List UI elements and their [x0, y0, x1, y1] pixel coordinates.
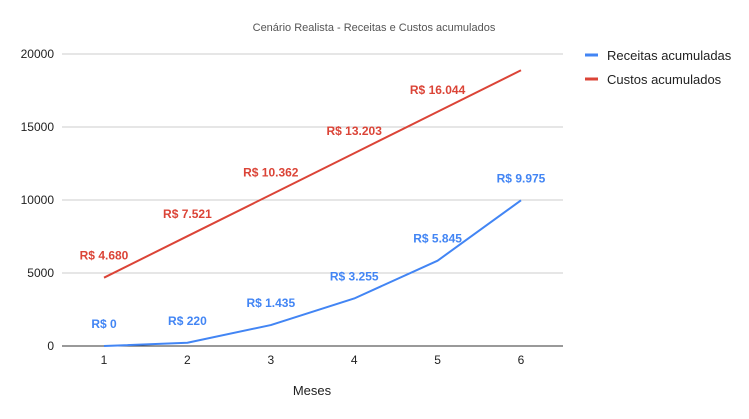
legend-item-2[interactable]: Custos acumulados: [585, 72, 722, 87]
x-tick-label: 2: [184, 353, 191, 367]
x-tick-label: 5: [434, 353, 441, 367]
data-label: R$ 220: [168, 314, 207, 328]
series-line-2[interactable]: [103, 69, 522, 279]
gridlines: [62, 53, 563, 347]
data-labels: R$ 0 R$ 220 R$ 1.435 R$ 3.255 R$ 5.845 R$ 9.9…: [80, 83, 546, 331]
data-label: R$ 16.044: [410, 83, 466, 97]
x-tick-label: 1: [101, 353, 108, 367]
data-label: R$ 0: [91, 317, 117, 331]
y-axis-ticks: 0 5000 10000 15000 20000: [21, 47, 55, 353]
legend-label: Receitas acumuladas: [607, 48, 732, 63]
data-label: R$ 7.521: [163, 207, 212, 221]
y-tick-label: 5000: [27, 266, 54, 280]
series-line-1[interactable]: [103, 199, 522, 347]
x-tick-label: 3: [267, 353, 274, 367]
data-label: R$ 10.362: [243, 166, 299, 180]
x-tick-label: 6: [518, 353, 525, 367]
data-label: R$ 3.255: [330, 269, 379, 283]
data-label: R$ 4.680: [80, 249, 129, 263]
legend[interactable]: Receitas acumuladas Custos acumulados: [585, 48, 732, 87]
series-lines: [103, 69, 522, 347]
data-label: R$ 1.435: [246, 296, 295, 310]
y-tick-label: 0: [47, 339, 54, 353]
y-tick-label: 10000: [21, 193, 55, 207]
chart-title: Cenário Realista - Receitas e Custos acu…: [253, 22, 496, 34]
y-tick-label: 20000: [21, 47, 55, 61]
y-tick-label: 15000: [21, 120, 55, 134]
x-axis-ticks: 1 2 3 4 5 6: [101, 353, 525, 367]
data-label: R$ 5.845: [413, 232, 462, 246]
legend-item-1[interactable]: Receitas acumuladas: [585, 48, 732, 63]
data-label: R$ 13.203: [327, 124, 383, 138]
x-axis-title: Meses: [293, 383, 332, 398]
data-label: R$ 9.975: [497, 171, 546, 185]
legend-label: Custos acumulados: [607, 72, 722, 87]
x-tick-label: 4: [351, 353, 358, 367]
